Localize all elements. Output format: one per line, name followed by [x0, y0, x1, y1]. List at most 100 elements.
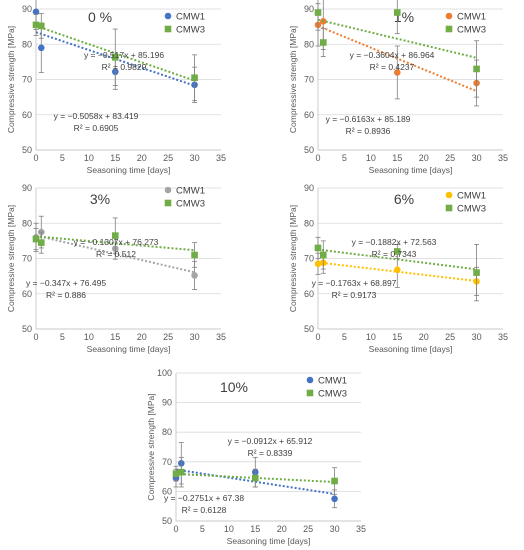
x-tick-label: 20: [419, 153, 429, 163]
x-tick-label: 5: [342, 332, 347, 342]
trend-r-squared: R² = 0.886: [46, 290, 86, 300]
legend-marker: [445, 204, 453, 212]
data-point: [32, 235, 40, 243]
y-tick-label: 50: [22, 324, 32, 334]
data-point: [111, 232, 119, 239]
y-tick-label: 70: [304, 254, 314, 264]
x-tick-label: 30: [190, 153, 200, 163]
trend-equation: y = −0.5058x + 83.419: [54, 111, 139, 121]
trendline: [317, 18, 477, 59]
legend: CMW1 CMW3: [164, 12, 205, 36]
legend-marker: [164, 199, 172, 207]
x-tick-label: 10: [84, 332, 94, 342]
data-point: [32, 8, 40, 16]
legend-label: CMW3: [318, 389, 347, 400]
data-point: [393, 248, 401, 255]
trend-equation: y = −0.6163x + 85.189: [326, 114, 411, 124]
x-tick-label: 5: [342, 153, 347, 163]
legend-marker: [164, 186, 172, 194]
trend-equation: y = −0.347x + 76.495: [26, 278, 106, 288]
x-tick-label: 0: [315, 332, 320, 342]
x-tick-label: 35: [216, 332, 226, 342]
x-axis-title: Seasoning time [days]: [369, 165, 453, 175]
x-tick-label: 35: [498, 332, 508, 342]
x-tick-label: 10: [224, 524, 234, 534]
series-cmw3: [314, 0, 480, 98]
x-tick-label: 20: [137, 332, 147, 342]
data-point: [319, 251, 327, 259]
x-tick-label: 25: [303, 524, 313, 534]
trend-r-squared: R² = 0.7343: [372, 249, 417, 259]
legend-marker: [306, 389, 314, 397]
legend-marker: [445, 12, 453, 20]
legend: CMW1 CMW3: [445, 191, 486, 215]
chart-panel-1: 50 60 70 80 90 0 5 10 15 20 25 30 35 Seasoning time […: [6, 0, 226, 175]
data-point: [473, 65, 480, 73]
trend-equation: y = −0.517x + 85.196: [84, 50, 164, 60]
data-point: [393, 69, 401, 76]
x-tick-label: 15: [110, 332, 120, 342]
y-axis-title: Compressive strength [MPa]: [288, 26, 298, 133]
y-tick-label: 80: [162, 427, 172, 437]
legend-marker: [164, 12, 172, 20]
y-tick-label: 50: [162, 516, 172, 526]
chart-panel-5: 50 60 70 80 90 100 0 5 10 15 20 25 30 35 Seasoning tim…: [146, 368, 366, 546]
data-point: [314, 260, 322, 268]
y-tick-label: 70: [304, 75, 314, 85]
data-point: [191, 74, 198, 82]
data-point: [331, 477, 338, 485]
data-point: [393, 266, 401, 274]
x-tick-label: 5: [60, 153, 65, 163]
trendline: [317, 248, 477, 271]
y-tick-label: 80: [22, 218, 32, 228]
y-tick-label: 90: [304, 4, 314, 14]
legend: CMW1 CMW3: [306, 376, 347, 400]
y-tick-label: 60: [304, 110, 314, 120]
x-tick-label: 35: [498, 153, 508, 163]
y-axis-title: Compressive strength [MPa]: [6, 205, 16, 312]
data-point: [37, 22, 45, 30]
data-point: [314, 244, 322, 252]
trend-equation: y = −0.1763x + 68.897: [312, 278, 397, 288]
trend-equation: y = −0.1882x + 72.563: [352, 237, 437, 247]
data-point: [251, 474, 259, 482]
trend-r-squared: R² = 0.8339: [248, 448, 293, 458]
series-cmw3: [32, 217, 198, 268]
x-tick-label: 20: [137, 153, 147, 163]
trend-r-squared: R² = 0.9829: [102, 62, 147, 72]
legend-label: CMW1: [457, 12, 486, 23]
legend-label: CMW1: [176, 186, 205, 197]
x-axis-title: Seasoning time [days]: [369, 344, 453, 354]
x-tick-label: 0: [315, 153, 320, 163]
x-tick-label: 10: [366, 332, 376, 342]
chart-panel-4: 50 60 70 80 90 0 5 10 15 20 25 30 35 Seasoning time […: [288, 183, 508, 354]
x-tick-label: 0: [33, 332, 38, 342]
x-tick-label: 5: [60, 332, 65, 342]
y-tick-label: 90: [304, 183, 314, 193]
chart-panel-3: 50 60 70 80 90 0 5 10 15 20 25 30 35 Seasoning time […: [6, 183, 226, 354]
x-tick-label: 0: [173, 524, 178, 534]
x-tick-label: 25: [445, 153, 455, 163]
y-axis-title: Compressive strength [MPa]: [146, 393, 156, 500]
series-cmw3: [172, 456, 338, 495]
x-tick-label: 10: [84, 153, 94, 163]
y-axis-title: Compressive strength [MPa]: [288, 205, 298, 312]
y-tick-label: 50: [22, 145, 32, 155]
panel-title: 0 %: [88, 9, 112, 25]
y-tick-label: 70: [22, 254, 32, 264]
trendline: [35, 235, 195, 252]
data-point: [393, 9, 401, 16]
legend-label: CMW3: [176, 199, 205, 210]
legend-label: CMW1: [457, 191, 486, 202]
x-tick-label: 30: [472, 332, 482, 342]
trend-r-squared: R² = 0.6905: [74, 123, 119, 133]
y-tick-label: 90: [22, 183, 32, 193]
data-point: [172, 470, 180, 477]
series-cmw3: [32, 13, 198, 102]
x-tick-label: 25: [163, 153, 173, 163]
legend-label: CMW1: [318, 376, 347, 387]
data-point: [37, 44, 45, 52]
legend-marker: [164, 25, 172, 33]
x-tick-label: 10: [366, 153, 376, 163]
